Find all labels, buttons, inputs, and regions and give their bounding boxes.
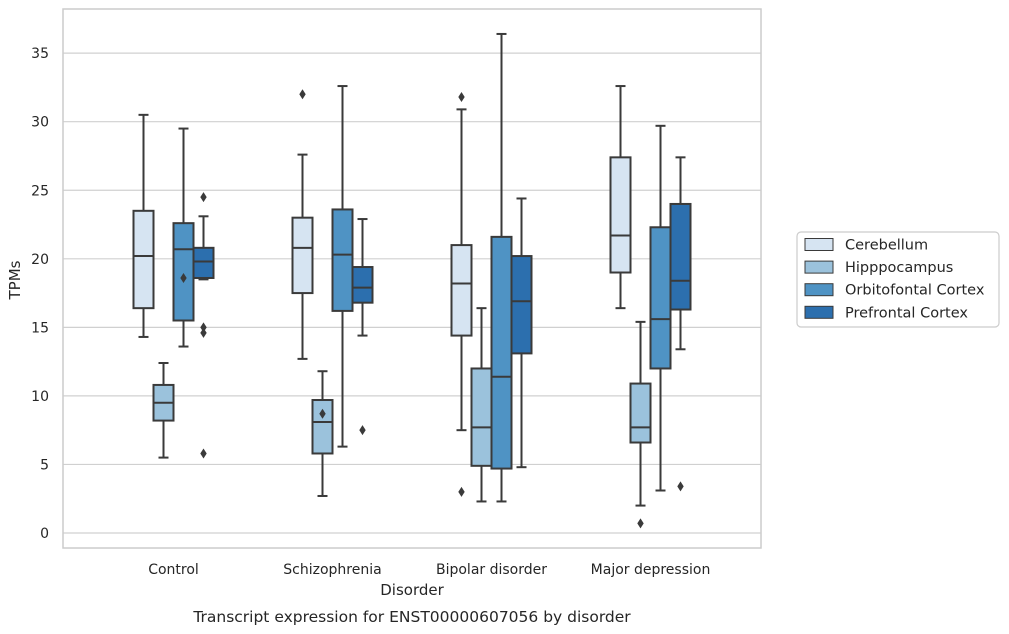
box-prefrontal-cortex — [192, 192, 215, 459]
box-iqr — [172, 222, 195, 322]
box-iqr — [629, 382, 652, 444]
y-tick-labels: 0 5 10 15 20 25 30 35 — [31, 46, 49, 542]
outlier-point — [180, 272, 187, 283]
legend: Cerebellum Hipppocampus Orbitofontal Corte… — [796, 231, 1000, 328]
box-hipppocampus — [152, 361, 175, 459]
box-iqr — [351, 266, 374, 304]
x-tick-label: Major depression — [591, 562, 711, 578]
outlier-point — [200, 327, 207, 338]
legend-swatch — [804, 260, 834, 274]
box-iqr — [331, 208, 354, 312]
box-hipppocampus — [311, 370, 334, 497]
legend-swatch — [804, 283, 834, 297]
box-iqr — [192, 246, 215, 279]
outlier-point — [299, 89, 306, 100]
outlier-point — [200, 448, 207, 459]
box-orbitofontal-cortex — [490, 32, 513, 503]
legend-label: Hipppocampus — [845, 260, 953, 276]
y-tick-label: 15 — [31, 320, 49, 336]
box-orbitofontal-cortex — [331, 85, 354, 448]
legend-frame — [796, 231, 1000, 328]
box-orbitofontal-cortex — [649, 124, 672, 492]
box-iqr — [470, 367, 493, 467]
box-iqr — [490, 235, 513, 470]
box-orbitofontal-cortex — [172, 127, 195, 348]
box-iqr — [450, 244, 473, 337]
y-axis-title: TPMs — [6, 260, 24, 300]
legend-swatch — [804, 238, 834, 251]
box-cerebellum — [132, 113, 155, 338]
box-iqr — [669, 202, 692, 311]
x-tick-labels: Control Schizophrenia Bipolar disorder Majo… — [148, 562, 710, 578]
x-axis-title: Disorder — [380, 581, 444, 599]
box-iqr — [510, 255, 533, 355]
x-tick-label: Schizophrenia — [283, 562, 381, 578]
box-iqr — [649, 226, 672, 370]
y-tick-label: 10 — [31, 389, 49, 405]
box-iqr — [132, 209, 155, 310]
box-prefrontal-cortex — [669, 156, 692, 492]
outlier-point — [677, 481, 684, 492]
plot-frame — [62, 8, 762, 549]
box-series — [132, 32, 692, 529]
outlier-point — [359, 425, 366, 436]
legend-swatch — [804, 305, 834, 319]
outlier-point — [200, 322, 207, 333]
outlier-point — [200, 192, 207, 203]
y-tick-label: 30 — [31, 115, 49, 131]
box-prefrontal-cortex — [351, 218, 374, 436]
y-tick-label: 0 — [40, 526, 49, 542]
outlier-point — [319, 408, 326, 419]
box-iqr — [609, 156, 632, 274]
box-iqr — [291, 216, 314, 295]
box-prefrontal-cortex — [510, 197, 533, 469]
legend-label: Orbitofontal Cortex — [845, 283, 985, 299]
chart-caption: Transcript expression for ENST0000060705… — [192, 608, 631, 626]
y-tick-label: 35 — [31, 46, 49, 62]
x-tick-label: Control — [148, 562, 199, 578]
legend-label: Prefrontal Cortex — [845, 305, 968, 321]
y-tick-label: 5 — [40, 457, 49, 473]
box-hipppocampus — [470, 307, 493, 503]
box-cerebellum — [450, 92, 473, 497]
y-tick-label: 25 — [31, 183, 49, 199]
x-tick-label: Bipolar disorder — [436, 562, 547, 578]
y-tick-label: 20 — [31, 252, 49, 268]
box-cerebellum — [609, 85, 632, 310]
legend-label: Cerebellum — [845, 238, 928, 254]
box-iqr — [311, 399, 334, 455]
box-hipppocampus — [629, 320, 652, 529]
outlier-point — [458, 486, 465, 497]
outlier-point — [637, 518, 644, 529]
outlier-point — [458, 92, 465, 103]
box-cerebellum — [291, 89, 314, 360]
